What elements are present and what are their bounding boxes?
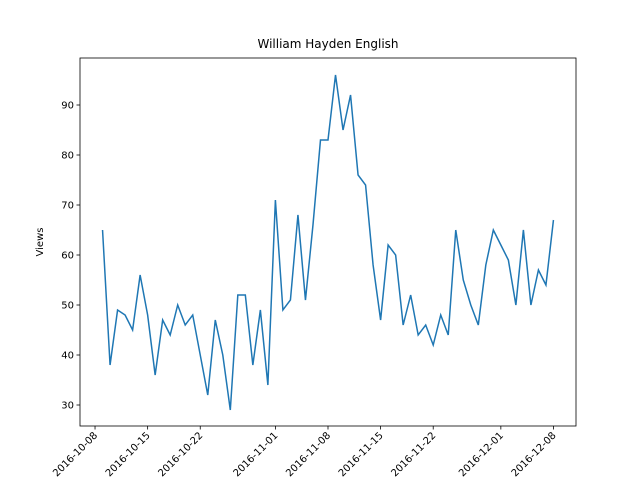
y-tick-label: 80 — [61, 151, 74, 162]
y-tick-label: 90 — [61, 101, 74, 112]
y-axis-label: Views — [35, 228, 46, 257]
y-tick-label: 70 — [61, 201, 74, 212]
chart-title: William Hayden English — [257, 37, 398, 51]
y-tick-label: 30 — [61, 401, 74, 412]
y-tick-label: 40 — [61, 351, 74, 362]
plot-frame — [79, 57, 577, 427]
line-series — [101, 74, 555, 411]
y-tick-label: 50 — [61, 301, 74, 312]
y-tick-label: 60 — [61, 251, 74, 262]
